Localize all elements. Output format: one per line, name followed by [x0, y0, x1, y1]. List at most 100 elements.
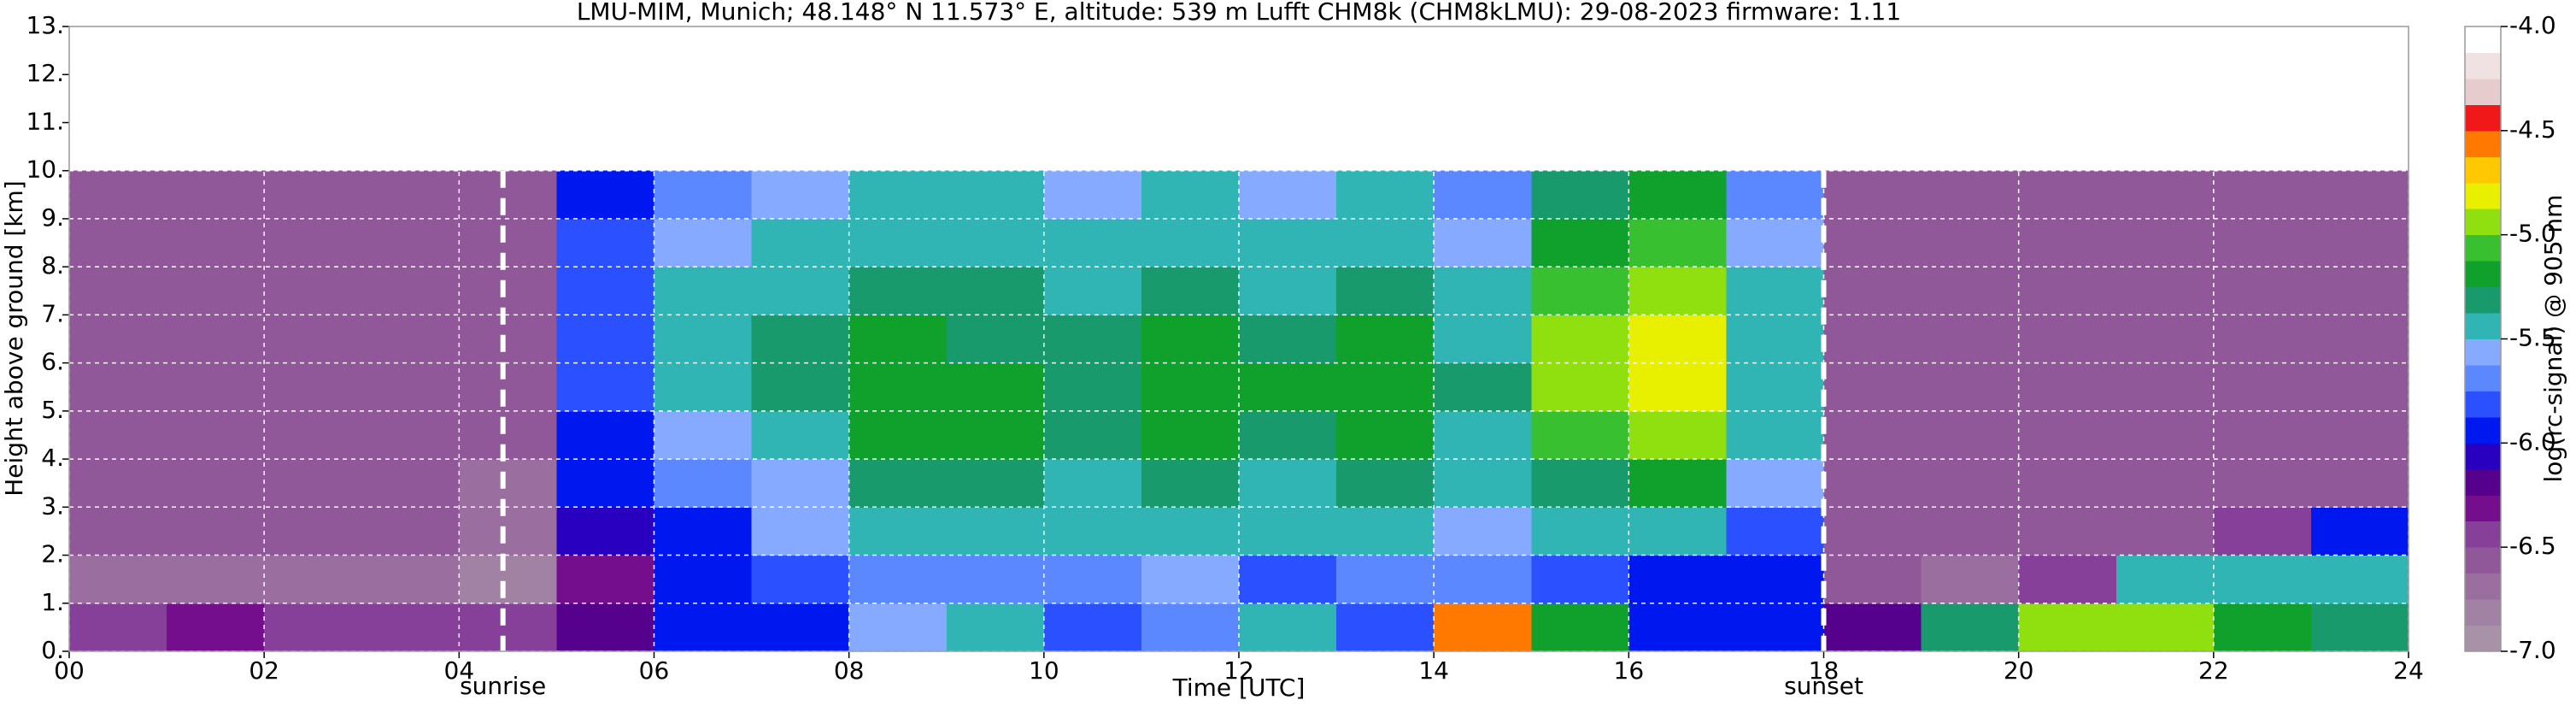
heatmap-cell: [459, 507, 557, 556]
annotation-label: sunset: [1784, 672, 1863, 700]
heatmap-cell: [1336, 603, 1435, 652]
heatmap-cell: [361, 555, 460, 604]
colorbar-swatch: [2465, 521, 2501, 548]
heatmap-cell: [1141, 362, 1240, 412]
heatmap-cell: [1921, 170, 2020, 220]
heatmap-cell: [848, 555, 948, 604]
heatmap-cell: [2115, 603, 2215, 652]
heatmap-cell: [2115, 507, 2215, 556]
x-tick-label: 02: [249, 656, 279, 685]
x-tick-label: 12: [1223, 656, 1254, 685]
x-tick-label: 08: [834, 656, 865, 685]
heatmap-cell: [2115, 362, 2215, 412]
heatmap-cell: [69, 170, 167, 220]
colorbar-swatch: [2465, 52, 2501, 79]
heatmap-cell: [264, 459, 362, 508]
colorbar-tick-label: -5.5: [2509, 324, 2556, 352]
heatmap-cell: [2213, 315, 2312, 364]
heatmap-cell: [1823, 218, 1922, 268]
heatmap-cell: [1141, 410, 1240, 460]
heatmap-cell: [459, 459, 557, 508]
heatmap-cell: [1921, 459, 2020, 508]
heatmap-cell: [946, 267, 1045, 315]
heatmap-cell: [1628, 267, 1727, 315]
heatmap-cell: [556, 315, 654, 364]
heatmap-cell: [2018, 410, 2117, 460]
colorbar-swatch: [2465, 156, 2501, 184]
heatmap-cell: [556, 362, 654, 412]
heatmap-cell: [1726, 507, 1824, 556]
heatmap-cell: [2213, 603, 2312, 652]
heatmap-cell: [1141, 170, 1240, 220]
heatmap-cell: [1043, 507, 1142, 556]
heatmap-cell: [1434, 315, 1532, 364]
heatmap-cell: [1921, 218, 2020, 268]
heatmap-cell: [69, 362, 167, 412]
heatmap-cell: [2310, 362, 2409, 412]
colorbar-tick-label: -5.0: [2509, 220, 2556, 248]
y-tick-label: 13.: [26, 11, 64, 39]
heatmap-cell: [1239, 459, 1337, 508]
heatmap-cell: [1726, 459, 1824, 508]
colorbar-swatch: [2465, 625, 2501, 652]
heatmap-cell: [1434, 507, 1532, 556]
y-tick-label: 4.: [41, 444, 64, 472]
x-tick-label: 22: [2198, 656, 2229, 685]
colorbar-swatch: [2465, 573, 2501, 600]
heatmap-cell: [848, 315, 948, 364]
y-tick-label: 7.: [41, 299, 64, 327]
heatmap-cell: [556, 218, 654, 268]
heatmap-cell: [1628, 507, 1727, 556]
heatmap-cell: [361, 315, 460, 364]
heatmap-cell: [946, 315, 1045, 364]
heatmap-cell: [1239, 603, 1337, 652]
heatmap-cell: [167, 459, 265, 508]
heatmap-cell: [1628, 362, 1727, 412]
heatmap-cell: [2213, 267, 2312, 315]
heatmap-cell: [1434, 218, 1532, 268]
heatmap-cell: [264, 507, 362, 556]
heatmap-cell: [459, 603, 557, 652]
heatmap-cell: [69, 315, 167, 364]
y-tick-label: 2.: [41, 540, 64, 568]
heatmap-cell: [1726, 170, 1824, 220]
heatmap-cell: [654, 170, 753, 220]
heatmap-cell: [459, 555, 557, 604]
heatmap-cell: [167, 603, 265, 652]
heatmap-cell: [361, 218, 460, 268]
heatmap-cell: [1239, 218, 1337, 268]
heatmap-cell: [69, 555, 167, 604]
chart-title: LMU-MIM, Munich; 48.148° N 11.573° E, al…: [577, 0, 1901, 26]
y-tick-label: 10.: [26, 156, 64, 184]
heatmap-cell: [2115, 459, 2215, 508]
heatmap-cell: [2018, 459, 2117, 508]
colorbar-swatch: [2465, 78, 2501, 105]
heatmap-cell: [1823, 362, 1922, 412]
heatmap-cell: [361, 362, 460, 412]
heatmap-cell: [2018, 555, 2117, 604]
heatmap-cell: [2310, 603, 2409, 652]
heatmap-cell: [1043, 459, 1142, 508]
heatmap-cell: [2213, 555, 2312, 604]
colorbar-swatch: [2465, 547, 2501, 574]
heatmap-cell: [361, 603, 460, 652]
heatmap-cell: [1531, 267, 1629, 315]
y-axis-label: Height above ground [km]: [0, 180, 28, 497]
heatmap-cell: [1726, 603, 1824, 652]
colorbar-swatch: [2465, 104, 2501, 132]
heatmap-cell: [2310, 267, 2409, 315]
colorbar-tick-label: -6.0: [2509, 427, 2556, 456]
colorbar-swatch: [2465, 209, 2501, 236]
heatmap-cell: [1141, 459, 1240, 508]
heatmap-cell: [654, 362, 753, 412]
y-tick-label: 0.: [41, 636, 64, 664]
heatmap-cell: [2310, 315, 2409, 364]
colorbar-swatch: [2465, 130, 2501, 157]
heatmap-cell: [751, 507, 850, 556]
heatmap-cell: [848, 170, 948, 220]
heatmap-cell: [556, 459, 654, 508]
heatmap-cell: [1043, 218, 1142, 268]
heatmap-cell: [2213, 362, 2312, 412]
heatmap-cell: [1726, 555, 1824, 604]
heatmap-cell: [1726, 362, 1824, 412]
